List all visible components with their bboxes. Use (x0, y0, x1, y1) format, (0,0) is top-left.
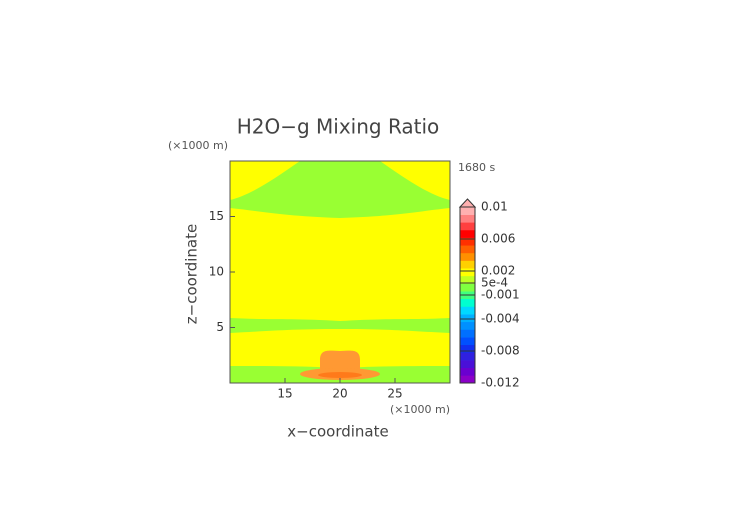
time-label: 1680 s (458, 161, 495, 174)
y-axis-label: z−coordinate (183, 224, 201, 324)
colorbar-tick-label: -0.001 (481, 288, 520, 302)
colorbar-band (460, 360, 475, 368)
colorbar-band (460, 352, 475, 361)
y-tick-label: 5 (216, 320, 224, 334)
colorbar-tick-label: 0.006 (481, 232, 515, 246)
colorbar-band (460, 207, 475, 215)
x-unit: (×1000 m) (390, 403, 450, 416)
x-tick-label: 15 (277, 387, 292, 401)
colorbar-band (460, 367, 475, 376)
colorbar-band (460, 229, 475, 238)
colorbar-band (460, 321, 475, 330)
colorbar-band (460, 245, 475, 254)
colorbar-band (460, 283, 475, 292)
colorbar-band (460, 306, 475, 315)
colorbar-band (460, 260, 475, 269)
y-tick-label: 10 (209, 265, 224, 279)
x-tick-label: 20 (332, 387, 347, 401)
colorbar-tick-label: -0.008 (481, 344, 520, 358)
colorbar-band (460, 222, 475, 231)
field-region (318, 372, 362, 378)
colorbar-band (460, 344, 475, 353)
field-region (230, 161, 450, 218)
colorbar-band (460, 275, 475, 284)
colorbar-band (460, 214, 475, 223)
field-region (320, 350, 360, 372)
colorbar-band (460, 329, 475, 338)
chart-title: H2O−g Mixing Ratio (237, 115, 440, 139)
colorbar-tick-label: -0.012 (481, 376, 520, 390)
x-tick-label: 25 (387, 387, 402, 401)
colorbar-tick-label: 0.002 (481, 264, 515, 278)
colorbar-tick-label: -0.004 (481, 312, 520, 326)
colorbar-band (460, 268, 475, 277)
colorbar-band (460, 237, 475, 246)
colorbar-tick-label: 5e-4 (481, 276, 508, 290)
colorbar-extension (458, 198, 477, 208)
contour-field (230, 161, 450, 383)
y-tick-label: 15 (209, 209, 224, 223)
colorbar-band (460, 252, 475, 261)
colorbar-band (460, 337, 475, 346)
colorbar-band (460, 375, 475, 384)
colorbar-band (460, 314, 475, 323)
colorbar-band (460, 298, 475, 307)
x-axis-label: x−coordinate (287, 423, 388, 441)
colorbar-tick-label: 0.01 (481, 200, 508, 214)
field-region (230, 318, 450, 333)
y-unit: (×1000 m) (168, 139, 228, 152)
